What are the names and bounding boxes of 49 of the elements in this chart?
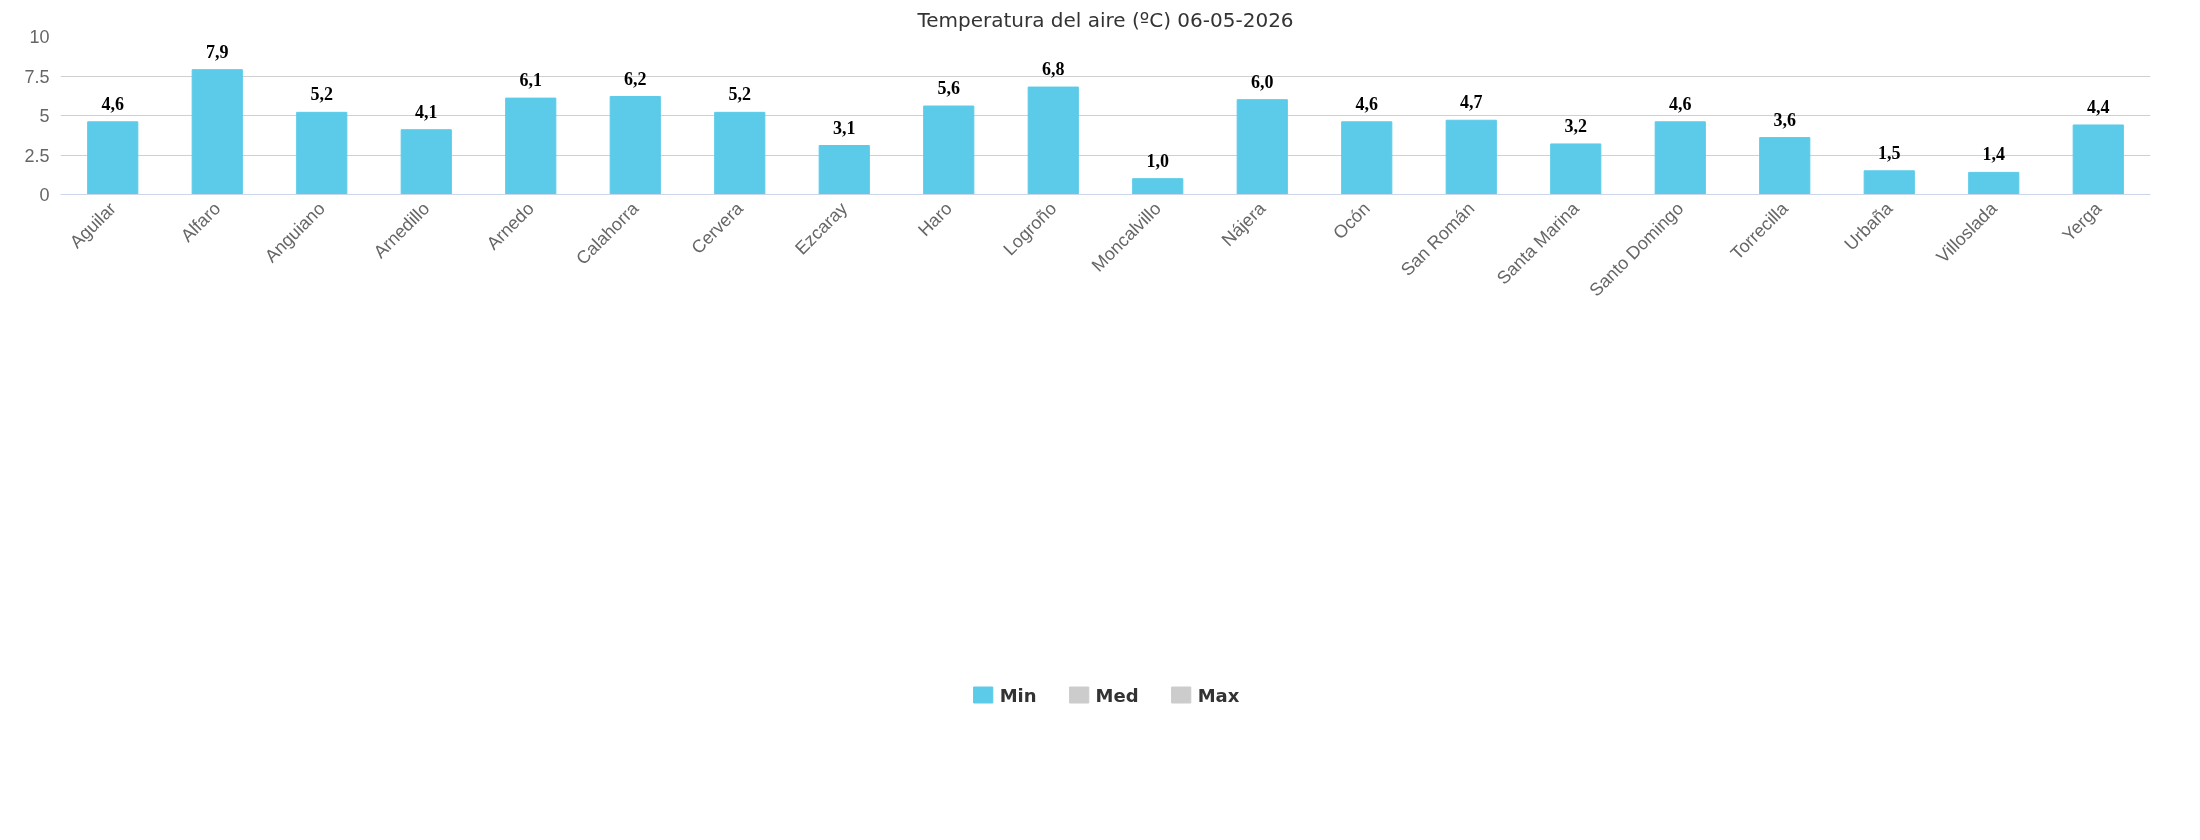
bar [1236,99,1288,195]
data-label: 6,8 [1042,59,1065,80]
legend-label: Max [1197,684,1240,706]
bar [191,69,243,195]
data-label: 4,1 [415,101,438,122]
bar [1863,170,1915,195]
legend-label: Med [1095,684,1139,706]
bar [923,105,975,195]
data-label: 4,6 [1669,93,1692,114]
y-tick-label: 5 [39,106,50,126]
data-label: 4,6 [1355,93,1378,114]
bar [1550,143,1602,195]
data-label: 1,5 [1878,142,1901,163]
bar [1968,171,2020,195]
data-label: 3,2 [1564,115,1587,136]
data-label: 5,6 [937,78,960,99]
chart-title: Temperatura del aire (ºC) 06-05-2026 [916,7,1294,32]
bar [609,96,661,195]
data-label: 1,4 [1982,144,2005,165]
data-label: 6,0 [1251,71,1274,92]
data-label: 3,1 [833,117,856,138]
bar [2072,124,2124,195]
data-label: 4,7 [1460,92,1483,113]
data-label: 6,1 [519,70,542,91]
y-tick-label: 0 [39,185,50,205]
bar [1341,121,1393,195]
y-tick-label: 7.5 [24,66,50,87]
data-label: 4,4 [2087,96,2110,117]
data-label: 6,2 [624,68,647,89]
data-label: 5,2 [728,84,751,105]
bar [400,129,452,195]
data-label: 7,9 [206,41,229,62]
legend-label: Min [999,684,1037,706]
y-tick-label: 2.5 [24,145,50,166]
bar [1759,137,1811,195]
bar [87,121,139,195]
bar [1027,86,1079,195]
bar [505,97,557,195]
bar [1654,121,1706,195]
bar [1445,119,1497,195]
bar [714,111,766,195]
y-tick-label: 10 [29,27,50,47]
data-label: 5,2 [310,84,333,105]
bar [296,111,348,195]
bar [1132,178,1184,195]
data-label: 1,0 [1146,150,1169,171]
bar [818,145,870,195]
data-label: 3,6 [1773,109,1796,130]
data-label: 4,6 [101,93,124,114]
